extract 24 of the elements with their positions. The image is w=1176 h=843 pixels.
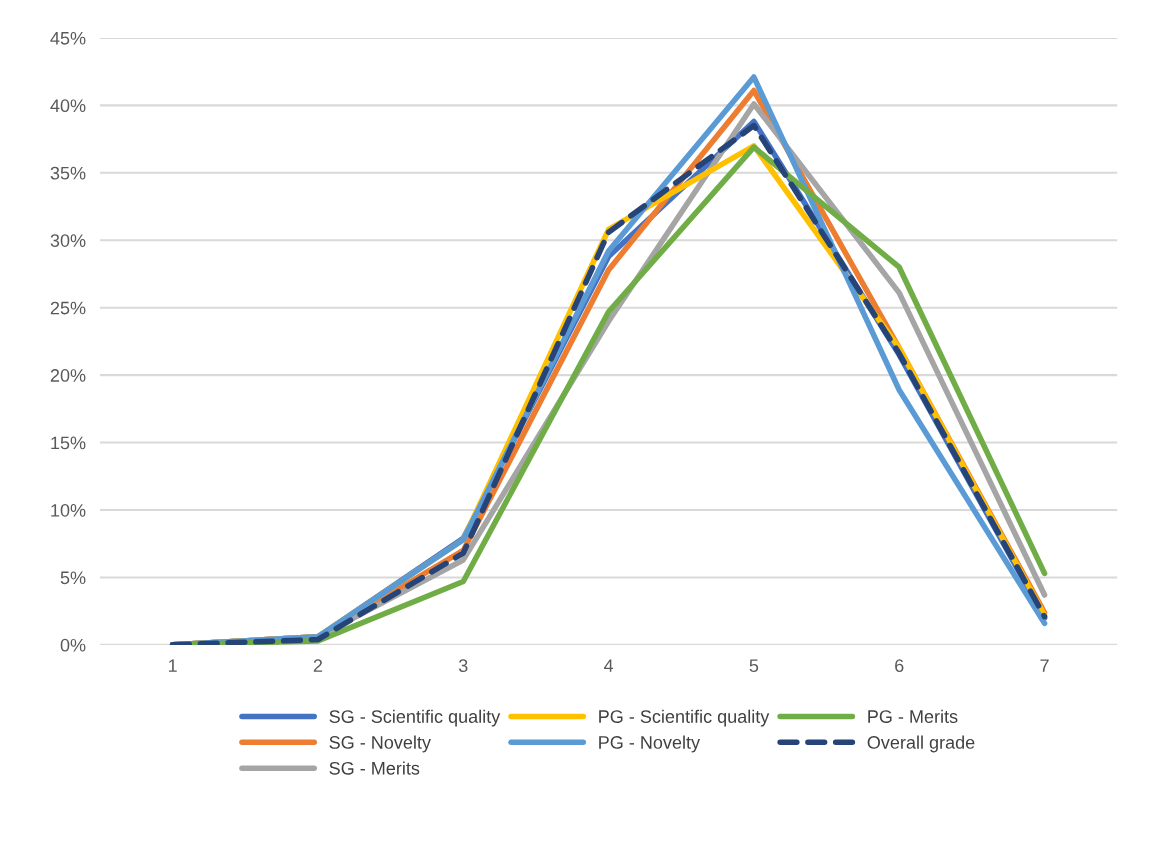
y-tick-label: 5% xyxy=(60,571,86,585)
y-tick-label: 45% xyxy=(50,31,86,45)
y-tick-label: 30% xyxy=(50,234,86,247)
legend-label: SG - Scientific quality xyxy=(329,709,501,727)
x-tick-label: 5 xyxy=(749,659,759,673)
x-tick-label: 6 xyxy=(895,659,904,673)
y-tick-label: 20% xyxy=(50,369,86,382)
y-tick-label: 15% xyxy=(51,436,86,450)
y-tick-label: 40% xyxy=(50,99,86,113)
legend-label: PG - Novelty xyxy=(599,735,701,753)
x-tick-label: 2 xyxy=(313,659,323,672)
y-tick-label: 0% xyxy=(60,638,86,652)
x-tick-label: 3 xyxy=(458,659,468,673)
y-tick-label: 10% xyxy=(51,503,86,517)
legend-label: SG - Novelty xyxy=(329,735,431,753)
legend-label: PG - Merits xyxy=(868,709,958,723)
legend-label: SG - Merits xyxy=(329,761,420,775)
x-tick-label: 1 xyxy=(168,659,177,672)
legend-label: PG - Scientific quality xyxy=(599,709,770,727)
x-tick-label: 4 xyxy=(603,659,614,672)
x-tick-label: 7 xyxy=(1040,659,1049,672)
y-tick-label: 25% xyxy=(50,301,86,315)
y-tick-label: 35% xyxy=(50,166,86,180)
legend-label: Overall grade xyxy=(867,735,975,753)
